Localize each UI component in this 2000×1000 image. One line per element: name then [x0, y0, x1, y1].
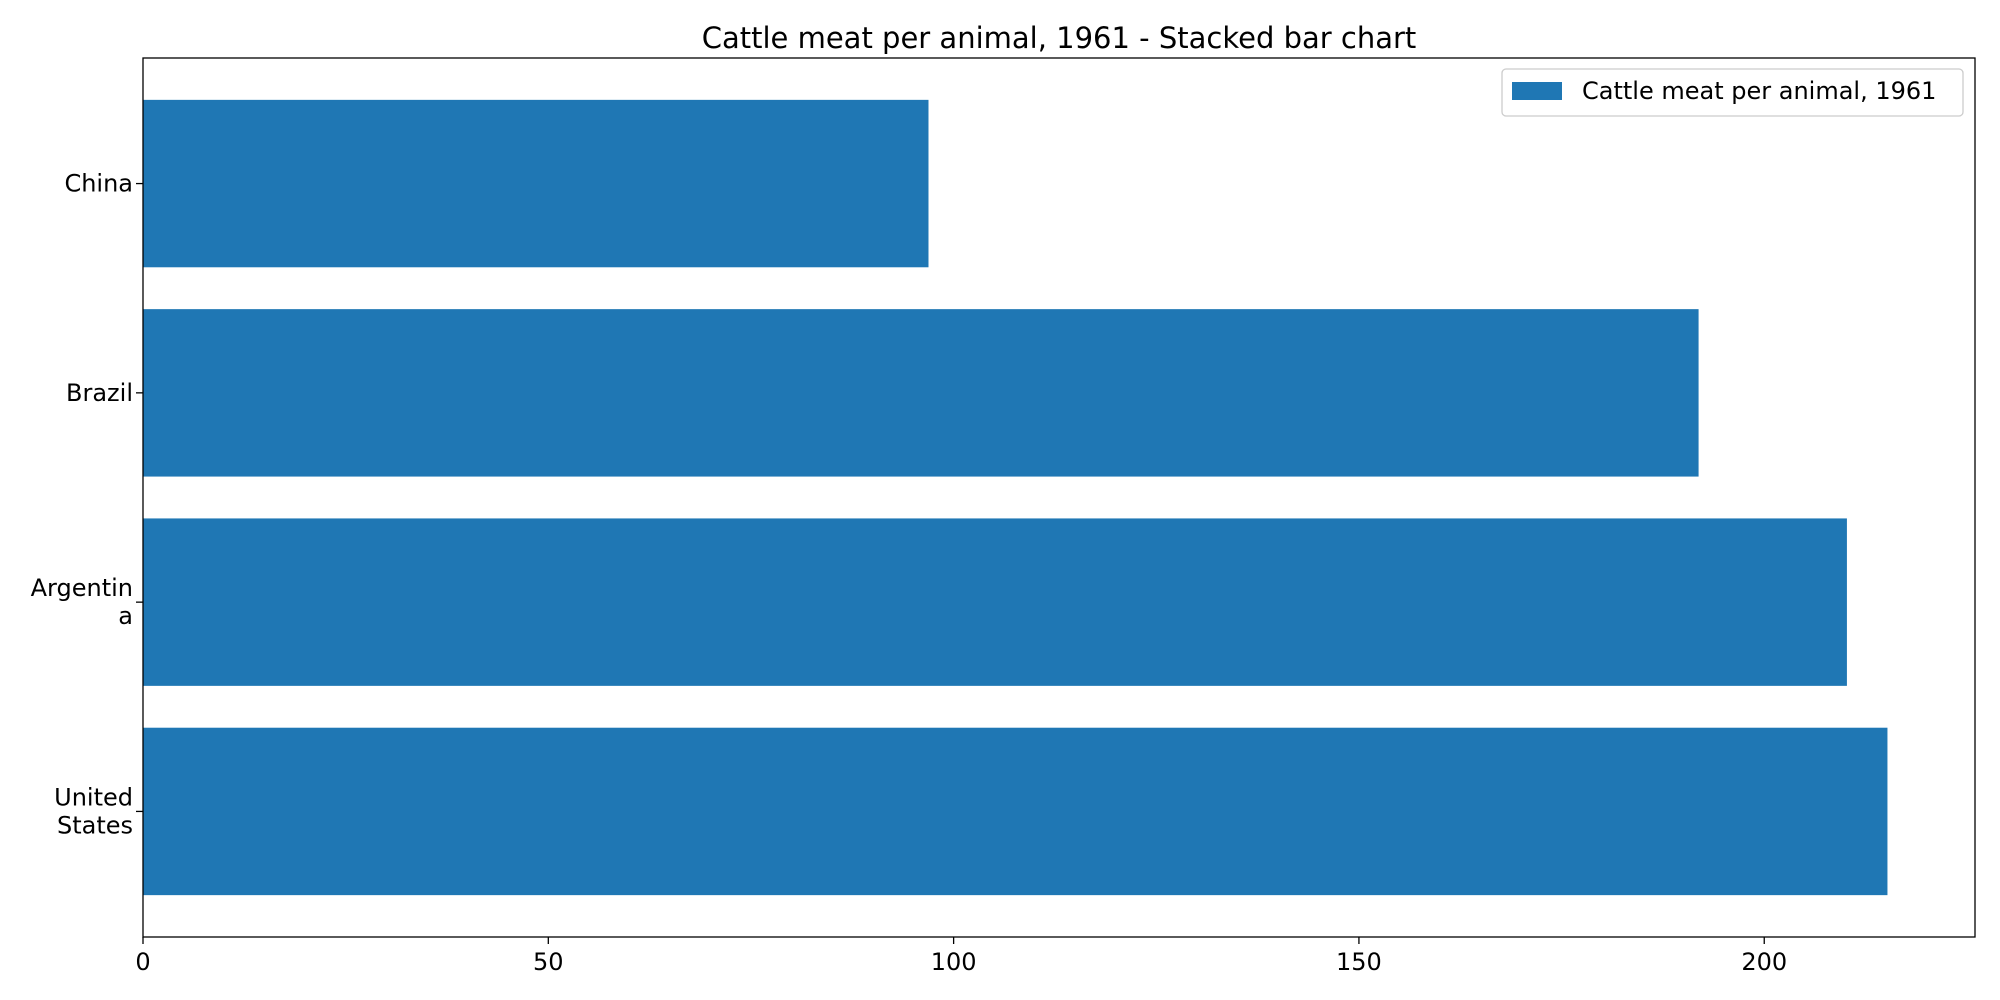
x-axis: 0 50 100 150 200 [135, 937, 1787, 976]
bar-united-states[interactable] [143, 727, 1888, 896]
legend-box [1501, 68, 1964, 117]
y-tick-label: Argentin [31, 574, 133, 602]
y-tick-label: China [64, 170, 133, 198]
chart-title: Cattle meat per animal, 1961 - Stacked b… [702, 21, 1417, 55]
x-tick-label: 50 [533, 948, 564, 976]
bar-china[interactable] [143, 99, 929, 268]
x-tick-label: 100 [931, 948, 977, 976]
legend-label: Cattle meat per animal, 1961 [1582, 77, 1936, 105]
legend[interactable]: Cattle meat per animal, 1961 [1501, 68, 1964, 117]
legend-swatch [1512, 82, 1562, 100]
y-tick-label: Brazil [66, 379, 133, 407]
plot-area-frame [142, 57, 1976, 938]
x-tick-label: 0 [135, 948, 150, 976]
y-tick-label: States [57, 811, 133, 839]
y-tick-label: United [54, 783, 133, 811]
bar-argentina[interactable] [143, 518, 1847, 686]
x-tick-label: 150 [1336, 948, 1382, 976]
x-tick-label: 200 [1741, 948, 1787, 976]
y-tick-label: a [118, 602, 133, 630]
bar-brazil[interactable] [143, 309, 1699, 477]
bars-layer [143, 99, 1888, 896]
